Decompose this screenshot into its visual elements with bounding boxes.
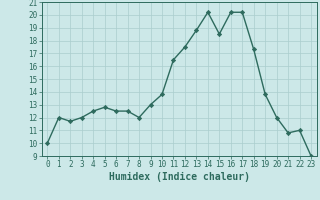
X-axis label: Humidex (Indice chaleur): Humidex (Indice chaleur): [109, 172, 250, 182]
